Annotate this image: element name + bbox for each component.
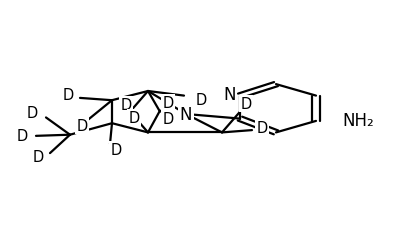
Text: D: D [33, 149, 44, 164]
Text: NH₂: NH₂ [342, 111, 374, 129]
Text: N: N [180, 106, 192, 123]
Text: N: N [224, 86, 236, 104]
Text: D: D [76, 118, 88, 134]
Text: D: D [128, 110, 140, 125]
Text: D: D [17, 129, 28, 144]
Text: D: D [162, 112, 174, 127]
Text: D: D [63, 87, 74, 103]
Text: D: D [240, 97, 252, 112]
Text: D: D [196, 92, 207, 107]
Text: D: D [27, 106, 38, 121]
Text: D: D [162, 95, 174, 111]
Text: D: D [110, 142, 122, 158]
Text: D: D [256, 121, 268, 136]
Text: D: D [120, 98, 132, 113]
